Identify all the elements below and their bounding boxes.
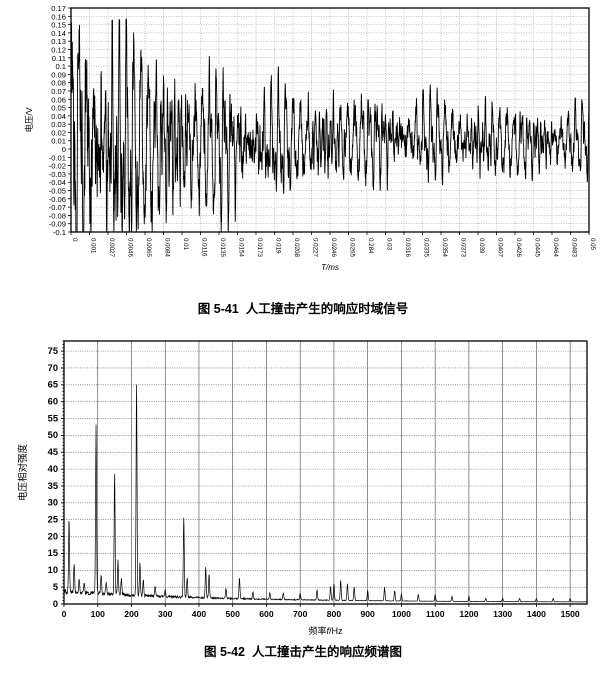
svg-text:0.0027: 0.0027 [108,238,115,257]
svg-text:0.0065: 0.0065 [145,238,152,257]
svg-text:1200: 1200 [459,609,478,619]
svg-text:0.019: 0.019 [275,238,282,254]
svg-text:图 5-41 人工撞击产生的响应时域信号: 图 5-41 人工撞击产生的响应时域信号 [198,301,408,316]
svg-text:400: 400 [192,609,207,619]
svg-text:0.0426: 0.0426 [515,238,522,257]
svg-text:100: 100 [91,609,106,619]
svg-text:0.0084: 0.0084 [164,238,171,257]
svg-text:1100: 1100 [426,609,445,619]
svg-text:0.11: 0.11 [52,54,66,63]
svg-text:-0.04: -0.04 [49,178,66,187]
svg-text:0.01: 0.01 [51,137,66,146]
svg-text:-0.08: -0.08 [49,211,66,220]
svg-text:0.0173: 0.0173 [256,238,263,257]
svg-text:60: 60 [48,396,58,406]
svg-text:电压相对强度: 电压相对强度 [17,444,29,502]
svg-text:-0.1: -0.1 [53,228,66,237]
svg-text:700: 700 [293,609,308,619]
svg-text:0.284: 0.284 [367,238,374,254]
svg-text:0.0265: 0.0265 [349,238,356,257]
svg-text:0.08: 0.08 [51,79,66,88]
svg-text:1400: 1400 [527,609,546,619]
svg-text:-0.06: -0.06 [49,195,66,204]
svg-text:0.0316: 0.0316 [404,238,411,257]
svg-text:0.0445: 0.0445 [534,238,541,257]
svg-text:25: 25 [48,515,58,525]
svg-text:-0.05: -0.05 [49,187,66,196]
svg-text:0.0135: 0.0135 [219,238,226,257]
svg-text:0.16: 0.16 [51,12,66,21]
svg-text:0: 0 [53,599,58,609]
svg-text:65: 65 [48,380,58,390]
svg-text:电压/V: 电压/V [24,107,34,132]
svg-text:1500: 1500 [561,609,580,619]
svg-text:0.0354: 0.0354 [441,238,448,257]
svg-text:0.0373: 0.0373 [460,238,467,257]
svg-text:0.0464: 0.0464 [552,238,559,257]
svg-text:0.05: 0.05 [589,238,596,251]
svg-text:0.05: 0.05 [51,104,66,113]
svg-text:40: 40 [48,464,58,474]
svg-text:-0.01: -0.01 [49,153,66,162]
svg-text:0.0116: 0.0116 [201,238,208,257]
svg-text:0.13: 0.13 [51,37,66,46]
svg-text:75: 75 [48,346,58,356]
svg-text:0.15: 0.15 [51,21,66,30]
svg-text:5: 5 [53,582,58,592]
svg-text:0: 0 [62,145,66,154]
svg-text:800: 800 [327,609,342,619]
svg-text:0.001: 0.001 [90,238,97,254]
svg-text:0.07: 0.07 [51,87,66,96]
svg-text:0.039: 0.039 [478,238,485,254]
svg-text:0.03: 0.03 [386,238,393,251]
svg-text:200: 200 [124,609,139,619]
svg-text:0: 0 [62,609,67,619]
svg-text:0.1: 0.1 [55,62,66,71]
svg-text:35: 35 [48,481,58,491]
svg-text:1000: 1000 [392,609,411,619]
svg-text:-0.03: -0.03 [49,170,66,179]
svg-text:30: 30 [48,498,58,508]
svg-text:50: 50 [48,430,58,440]
svg-text:T/ms: T/ms [321,263,339,272]
svg-text:0.0046: 0.0046 [127,238,134,257]
svg-text:0.14: 0.14 [51,29,66,38]
svg-text:0.0407: 0.0407 [497,238,504,257]
svg-text:图 5-42 人工撞击产生的响应频谱图: 图 5-42 人工撞击产生的响应频谱图 [204,644,402,659]
svg-text:0.01: 0.01 [182,238,189,251]
svg-text:0.02: 0.02 [51,128,66,137]
svg-text:70: 70 [48,363,58,373]
svg-text:0.04: 0.04 [51,112,66,121]
svg-text:频率f/Hz: 频率f/Hz [308,625,343,636]
svg-text:-0.07: -0.07 [49,203,66,212]
svg-text:500: 500 [226,609,241,619]
svg-text:10: 10 [48,565,58,575]
svg-text:0.12: 0.12 [51,45,66,54]
svg-text:0.0227: 0.0227 [312,238,319,257]
svg-text:55: 55 [48,413,58,423]
svg-text:0.0154: 0.0154 [238,238,245,257]
svg-text:45: 45 [48,447,58,457]
svg-text:600: 600 [259,609,274,619]
svg-text:300: 300 [158,609,173,619]
svg-text:0.0246: 0.0246 [330,238,337,257]
svg-text:15: 15 [48,548,58,558]
svg-text:0.0483: 0.0483 [571,238,578,257]
svg-text:900: 900 [361,609,376,619]
svg-text:0: 0 [71,238,78,242]
svg-text:20: 20 [48,531,58,541]
svg-text:0.09: 0.09 [51,70,66,79]
svg-text:-0.02: -0.02 [49,162,66,171]
svg-text:0.0335: 0.0335 [423,238,430,257]
svg-text:1300: 1300 [493,609,512,619]
svg-text:0.0208: 0.0208 [293,238,300,257]
svg-text:-0.09: -0.09 [49,220,66,229]
svg-text:0.06: 0.06 [51,95,66,104]
svg-text:0.17: 0.17 [51,4,66,13]
svg-text:0.03: 0.03 [51,120,66,129]
